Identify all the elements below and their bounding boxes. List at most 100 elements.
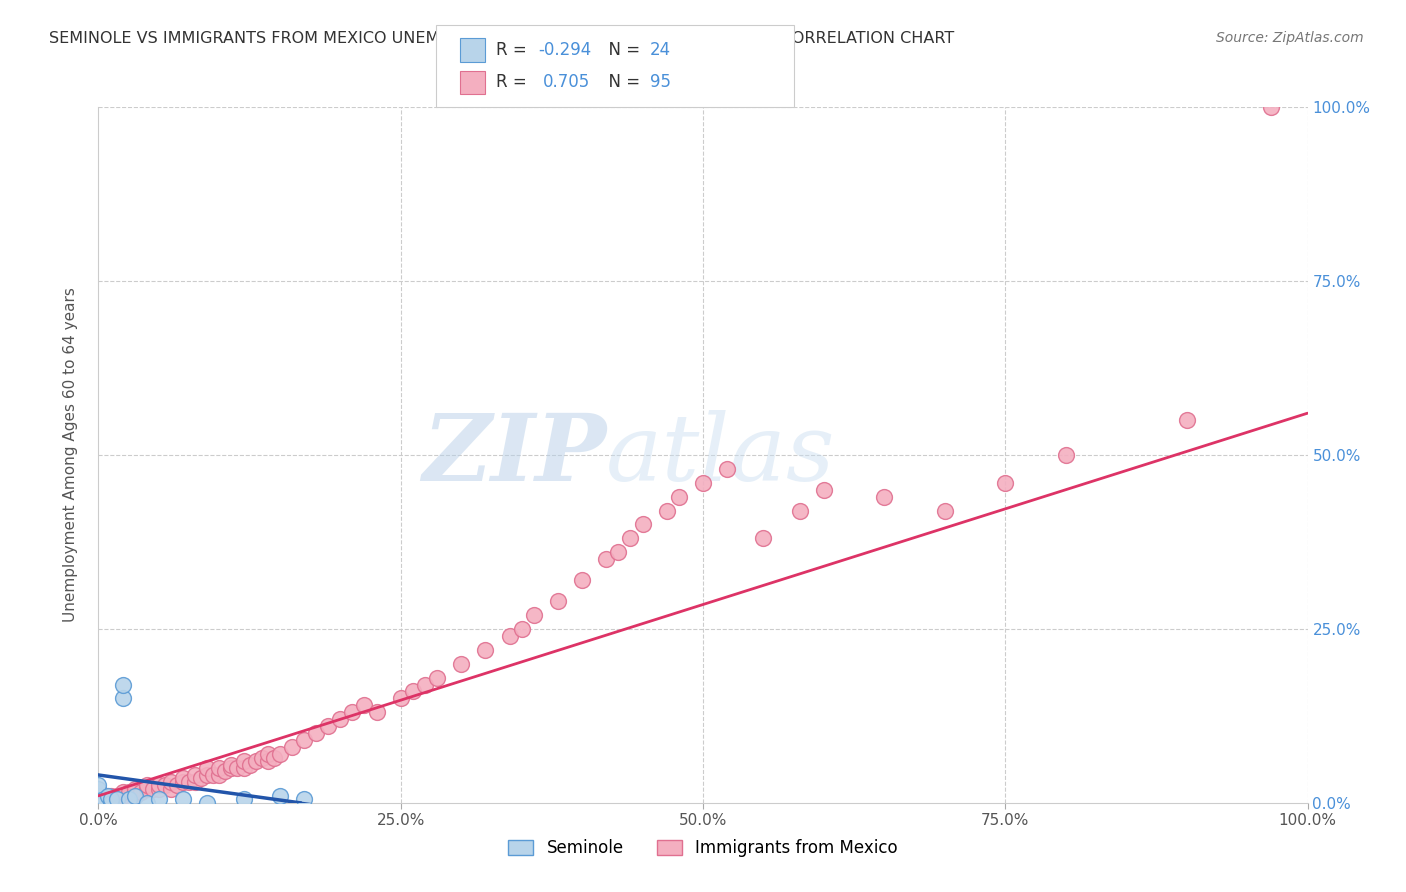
Point [184, 768, 207, 782]
Point [195, 768, 218, 782]
Point [153, 778, 176, 793]
Point [124, 785, 146, 799]
Point [118, 789, 141, 803]
Point [1260, 100, 1282, 114]
Point [269, 789, 291, 803]
Y-axis label: Unemployment Among Ages 60 to 64 years: Unemployment Among Ages 60 to 64 years [63, 287, 77, 623]
Point [135, 778, 157, 793]
Point [87, 796, 110, 810]
Point [426, 671, 449, 685]
Point [994, 475, 1017, 490]
Point [366, 706, 388, 720]
Point [873, 490, 896, 504]
Text: N =: N = [598, 41, 645, 59]
Point [232, 792, 254, 806]
Point [214, 764, 236, 779]
Point [166, 778, 188, 793]
Text: R =: R = [496, 41, 533, 59]
Point [250, 750, 273, 764]
Point [245, 754, 267, 768]
Point [208, 761, 231, 775]
Text: 0.705: 0.705 [543, 73, 591, 91]
Point [148, 778, 170, 793]
Point [934, 503, 956, 517]
Point [118, 785, 141, 799]
Point [547, 594, 569, 608]
Point [221, 761, 243, 775]
Point [195, 761, 218, 775]
Point [668, 490, 690, 504]
Point [813, 483, 835, 497]
Text: 95: 95 [650, 73, 671, 91]
Point [353, 698, 375, 713]
Point [87, 778, 110, 793]
Point [232, 754, 254, 768]
Point [148, 781, 170, 796]
Point [87, 789, 110, 803]
Point [111, 691, 134, 706]
Point [148, 792, 170, 806]
Point [195, 796, 218, 810]
Point [160, 775, 183, 789]
Point [450, 657, 472, 671]
Point [87, 789, 110, 803]
Point [269, 747, 291, 761]
Point [97, 789, 120, 803]
Point [716, 462, 738, 476]
Point [402, 684, 425, 698]
Point [100, 796, 122, 810]
Point [87, 781, 110, 796]
Point [607, 545, 630, 559]
Legend: Seminole, Immigrants from Mexico: Seminole, Immigrants from Mexico [502, 833, 904, 864]
Point [124, 781, 146, 796]
Point [190, 772, 212, 786]
Point [111, 677, 134, 691]
Point [342, 706, 364, 720]
Point [692, 475, 714, 490]
Point [105, 792, 128, 806]
Point [135, 781, 157, 796]
Point [179, 775, 201, 789]
Point [226, 761, 249, 775]
Point [87, 792, 110, 806]
Point [87, 796, 110, 810]
Text: N =: N = [598, 73, 645, 91]
Point [87, 796, 110, 810]
Point [413, 677, 436, 691]
Point [1054, 448, 1077, 462]
Point [256, 754, 278, 768]
Point [87, 796, 110, 810]
Point [111, 785, 134, 799]
Point [93, 796, 115, 810]
Point [202, 768, 225, 782]
Point [142, 781, 165, 796]
Point [305, 726, 328, 740]
Point [329, 712, 352, 726]
Point [316, 719, 339, 733]
Point [93, 796, 115, 810]
Point [292, 733, 315, 747]
Point [87, 796, 110, 810]
Point [523, 607, 546, 622]
Point [256, 747, 278, 761]
Point [135, 796, 157, 810]
Text: atlas: atlas [606, 410, 835, 500]
Point [124, 789, 146, 803]
Point [208, 768, 231, 782]
Point [87, 796, 110, 810]
Point [100, 792, 122, 806]
Point [1175, 413, 1198, 427]
Text: -0.294: -0.294 [538, 41, 592, 59]
Point [111, 789, 134, 803]
Point [87, 796, 110, 810]
Point [129, 785, 152, 799]
Point [239, 757, 262, 772]
Point [752, 532, 775, 546]
Point [571, 573, 593, 587]
Text: Source: ZipAtlas.com: Source: ZipAtlas.com [1216, 31, 1364, 45]
Point [172, 772, 194, 786]
Point [118, 792, 141, 806]
Point [292, 792, 315, 806]
Point [595, 552, 617, 566]
Point [172, 792, 194, 806]
